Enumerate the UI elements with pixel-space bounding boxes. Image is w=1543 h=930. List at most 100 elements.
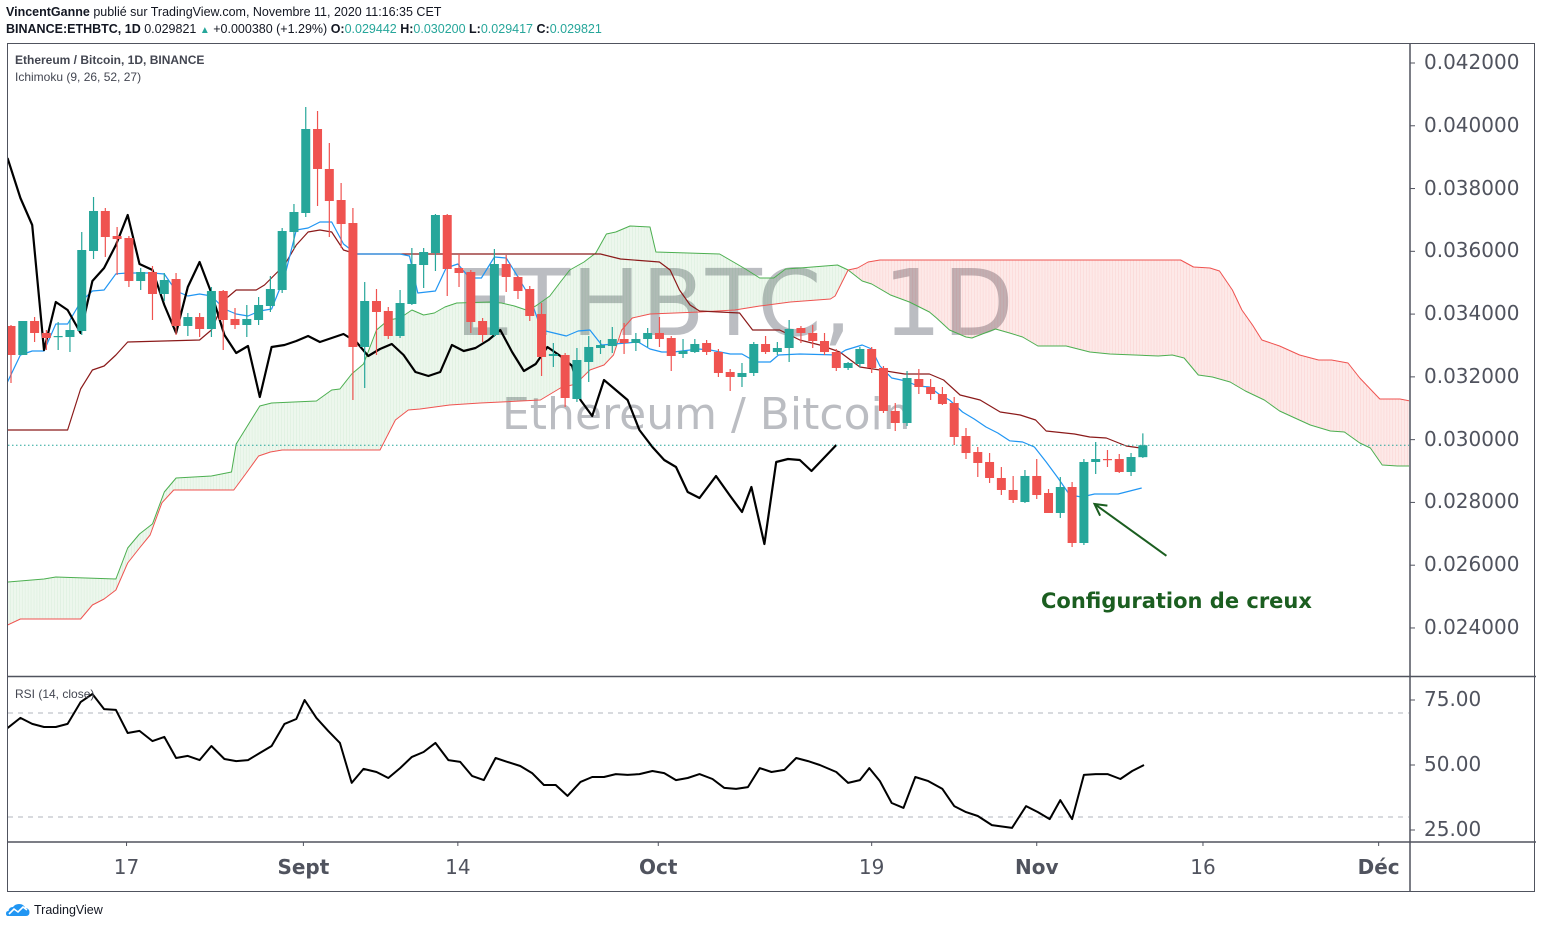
price-tick-label: 0.042000: [1424, 49, 1520, 74]
candle: [855, 346, 865, 368]
author-name[interactable]: VincentGanne: [6, 5, 90, 19]
published-text: publié sur TradingView.com, Novembre 11,…: [93, 5, 442, 19]
rsi-legend[interactable]: RSI (14, close): [15, 687, 95, 701]
candle: [442, 213, 452, 297]
time-tick-label: 16: [1190, 855, 1216, 879]
candle: [784, 319, 794, 362]
candle: [265, 275, 275, 312]
candle: [560, 353, 570, 407]
candle: [1138, 433, 1148, 458]
ichimoku-cloud: [8, 225, 1409, 625]
candle: [702, 339, 712, 355]
candle: [478, 317, 488, 342]
candle: [737, 362, 747, 388]
candle: [124, 236, 134, 288]
candle: [324, 143, 334, 238]
candle: [360, 282, 370, 389]
candle: [1032, 459, 1042, 499]
candle: [1008, 475, 1018, 504]
tradingview-logo-text: TradingView: [34, 903, 103, 917]
price-tick-label: 0.026000: [1424, 552, 1520, 577]
candle: [937, 387, 947, 405]
candle: [548, 343, 558, 368]
candle: [761, 336, 771, 354]
candle: [301, 106, 311, 218]
candle: [1044, 489, 1054, 513]
tenkan-sen-line: [8, 221, 1142, 498]
candle: [77, 232, 87, 335]
candle: [831, 348, 841, 371]
candle: [206, 287, 216, 338]
ichimoku-lines: [8, 157, 1409, 626]
senkou-span-a-line: [8, 225, 1409, 583]
candle: [985, 453, 995, 483]
low-value: 0.029417: [480, 22, 533, 36]
price-tick-label: 0.024000: [1424, 614, 1520, 639]
candle: [690, 339, 700, 354]
candle: [100, 208, 110, 257]
candle: [147, 266, 157, 320]
candle: [713, 348, 723, 377]
time-tick-label: Sept: [277, 855, 330, 879]
candle: [348, 208, 358, 400]
candle: [254, 296, 264, 326]
candle: [607, 326, 617, 354]
price-tick-label: 0.038000: [1424, 175, 1520, 200]
candle: [336, 182, 346, 248]
high-label: H:: [400, 22, 414, 36]
candle: [489, 248, 499, 338]
candle: [914, 368, 924, 395]
annotation-label[interactable]: Configuration de creux: [1041, 589, 1312, 613]
price-change: +0.000380 (+1.29%): [213, 22, 328, 36]
candle: [195, 312, 205, 338]
candle: [1126, 453, 1136, 476]
candle: [112, 226, 122, 276]
senkou-span-b-line: [8, 259, 1409, 626]
candle: [808, 325, 818, 348]
candle: [501, 254, 511, 292]
time-tick-label: 14: [445, 855, 471, 879]
candle: [53, 322, 63, 350]
candle: [171, 273, 181, 335]
candle: [1067, 482, 1077, 547]
annotation-arrow-icon[interactable]: [1092, 502, 1168, 557]
candle: [926, 379, 936, 400]
candle: [183, 312, 193, 337]
series-legend-title[interactable]: Ethereum / Bitcoin, 1D, BINANCE: [15, 53, 205, 67]
rsi-tick-label: 75.00: [1424, 687, 1482, 711]
candle: [725, 368, 735, 391]
price-tick-label: 0.032000: [1424, 363, 1520, 388]
close-value: 0.029821: [549, 22, 602, 36]
symbol-label: BINANCE:ETHBTC, 1D: [6, 22, 141, 36]
time-axis-ticks: [126, 842, 1380, 846]
candle: [584, 336, 594, 383]
candle: [878, 366, 888, 413]
time-tick-label: Oct: [639, 855, 678, 879]
candle: [961, 427, 971, 460]
candle: [820, 332, 830, 355]
candle: [454, 253, 464, 288]
tradingview-cloud-icon: [6, 904, 30, 916]
rsi-tick-label: 50.00: [1424, 752, 1482, 776]
candle: [466, 269, 476, 333]
time-tick-label: Déc: [1357, 855, 1400, 879]
candle: [1020, 469, 1030, 504]
candle: [973, 446, 983, 477]
candle: [65, 319, 75, 353]
candle: [89, 196, 99, 260]
candle: [419, 247, 429, 289]
close-label: C:: [536, 22, 550, 36]
candle: [796, 325, 806, 344]
candle: [890, 403, 900, 432]
watermark-description: Ethereum / Bitcoin: [502, 389, 911, 440]
candle: [678, 339, 688, 359]
tradingview-logo[interactable]: TradingView: [6, 903, 103, 917]
candle: [289, 203, 299, 249]
chart-frame: [7, 43, 1535, 892]
up-triangle-icon: ▲: [199, 25, 210, 36]
candle: [996, 467, 1006, 496]
ichimoku-legend[interactable]: Ichimoku (9, 26, 52, 27): [15, 70, 142, 84]
price-tick-label: 0.028000: [1424, 489, 1520, 514]
candle: [395, 289, 405, 339]
